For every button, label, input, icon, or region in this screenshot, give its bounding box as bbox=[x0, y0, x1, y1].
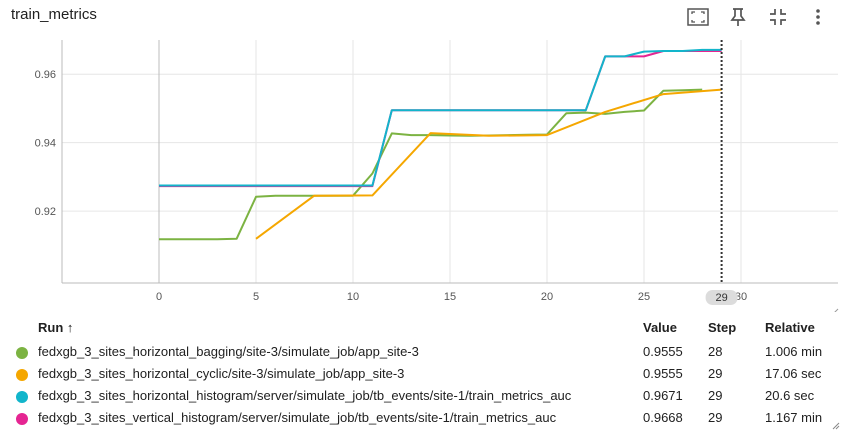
series-line-1[interactable] bbox=[159, 88, 703, 241]
run-step: 29 bbox=[708, 366, 723, 381]
run-relative: 17.06 sec bbox=[765, 366, 822, 381]
x-tick-label: 25 bbox=[638, 291, 650, 303]
hover-step-label: 29 bbox=[715, 292, 727, 304]
run-step: 29 bbox=[708, 388, 723, 403]
run-relative: 1.006 min bbox=[765, 344, 823, 359]
series-line-4[interactable] bbox=[159, 48, 722, 187]
fullscreen-button[interactable] bbox=[678, 4, 718, 30]
fit-domain-icon bbox=[770, 9, 786, 25]
run-step: 29 bbox=[708, 410, 723, 425]
series-line-2[interactable] bbox=[255, 88, 722, 240]
run-row[interactable]: fedxgb_3_sites_horizontal_bagging/site-3… bbox=[0, 340, 846, 362]
more-vert-icon bbox=[816, 9, 820, 25]
run-row[interactable]: fedxgb_3_sites_horizontal_cyclic/site-3/… bbox=[0, 362, 846, 384]
pin-icon bbox=[730, 8, 746, 26]
y-tick-label: 0.94 bbox=[35, 138, 56, 150]
header-relative[interactable]: Relative bbox=[765, 320, 815, 335]
header-step[interactable]: Step bbox=[708, 320, 737, 335]
run-value: 0.9555 bbox=[643, 344, 683, 359]
run-name: fedxgb_3_sites_horizontal_histogram/serv… bbox=[38, 388, 572, 403]
header-run[interactable]: Run ↑ bbox=[38, 320, 74, 335]
run-color-dot bbox=[16, 413, 28, 425]
x-tick-label: 0 bbox=[156, 291, 162, 303]
run-name: fedxgb_3_sites_horizontal_cyclic/site-3/… bbox=[38, 366, 405, 381]
card-toolbar bbox=[678, 4, 838, 30]
runs-table-header: Run ↑ Value Step Relative bbox=[0, 317, 846, 337]
series-line-3[interactable] bbox=[159, 50, 722, 188]
run-color-dot bbox=[16, 391, 28, 403]
x-tick-label: 20 bbox=[541, 291, 553, 303]
fullscreen-icon bbox=[687, 8, 709, 26]
run-value: 0.9671 bbox=[643, 388, 683, 403]
run-row[interactable]: fedxgb_3_sites_horizontal_histogram/serv… bbox=[0, 384, 846, 406]
run-value: 0.9555 bbox=[643, 366, 683, 381]
y-tick-label: 0.96 bbox=[35, 69, 56, 81]
more-options-button[interactable] bbox=[798, 4, 838, 30]
y-tick-label: 0.92 bbox=[35, 206, 56, 218]
run-name: fedxgb_3_sites_horizontal_bagging/site-3… bbox=[38, 344, 419, 359]
run-value: 0.9668 bbox=[643, 410, 683, 425]
pin-button[interactable] bbox=[718, 4, 758, 30]
x-tick-label: 10 bbox=[347, 291, 359, 303]
run-step: 28 bbox=[708, 344, 723, 359]
chart-resize-icon[interactable] bbox=[832, 308, 839, 312]
run-relative: 20.6 sec bbox=[765, 388, 815, 403]
run-relative: 1.167 min bbox=[765, 410, 823, 425]
resize-handle-icon[interactable] bbox=[832, 422, 840, 430]
run-name: fedxgb_3_sites_vertical_histogram/server… bbox=[38, 410, 557, 425]
run-row[interactable]: fedxgb_3_sites_vertical_histogram/server… bbox=[0, 406, 846, 428]
line-chart[interactable]: 0 5 10 15 20 25 30 0.92 0.94 0.96 29 bbox=[0, 30, 846, 312]
header-value[interactable]: Value bbox=[643, 320, 677, 335]
card-title: train_metrics bbox=[11, 6, 97, 23]
x-tick-label: 30 bbox=[735, 291, 747, 303]
fit-domain-button[interactable] bbox=[758, 4, 798, 30]
run-color-dot bbox=[16, 347, 28, 359]
hover-step-badge bbox=[705, 290, 738, 305]
x-tick-label: 5 bbox=[253, 291, 259, 303]
run-color-dot bbox=[16, 369, 28, 381]
x-tick-label: 15 bbox=[444, 291, 456, 303]
